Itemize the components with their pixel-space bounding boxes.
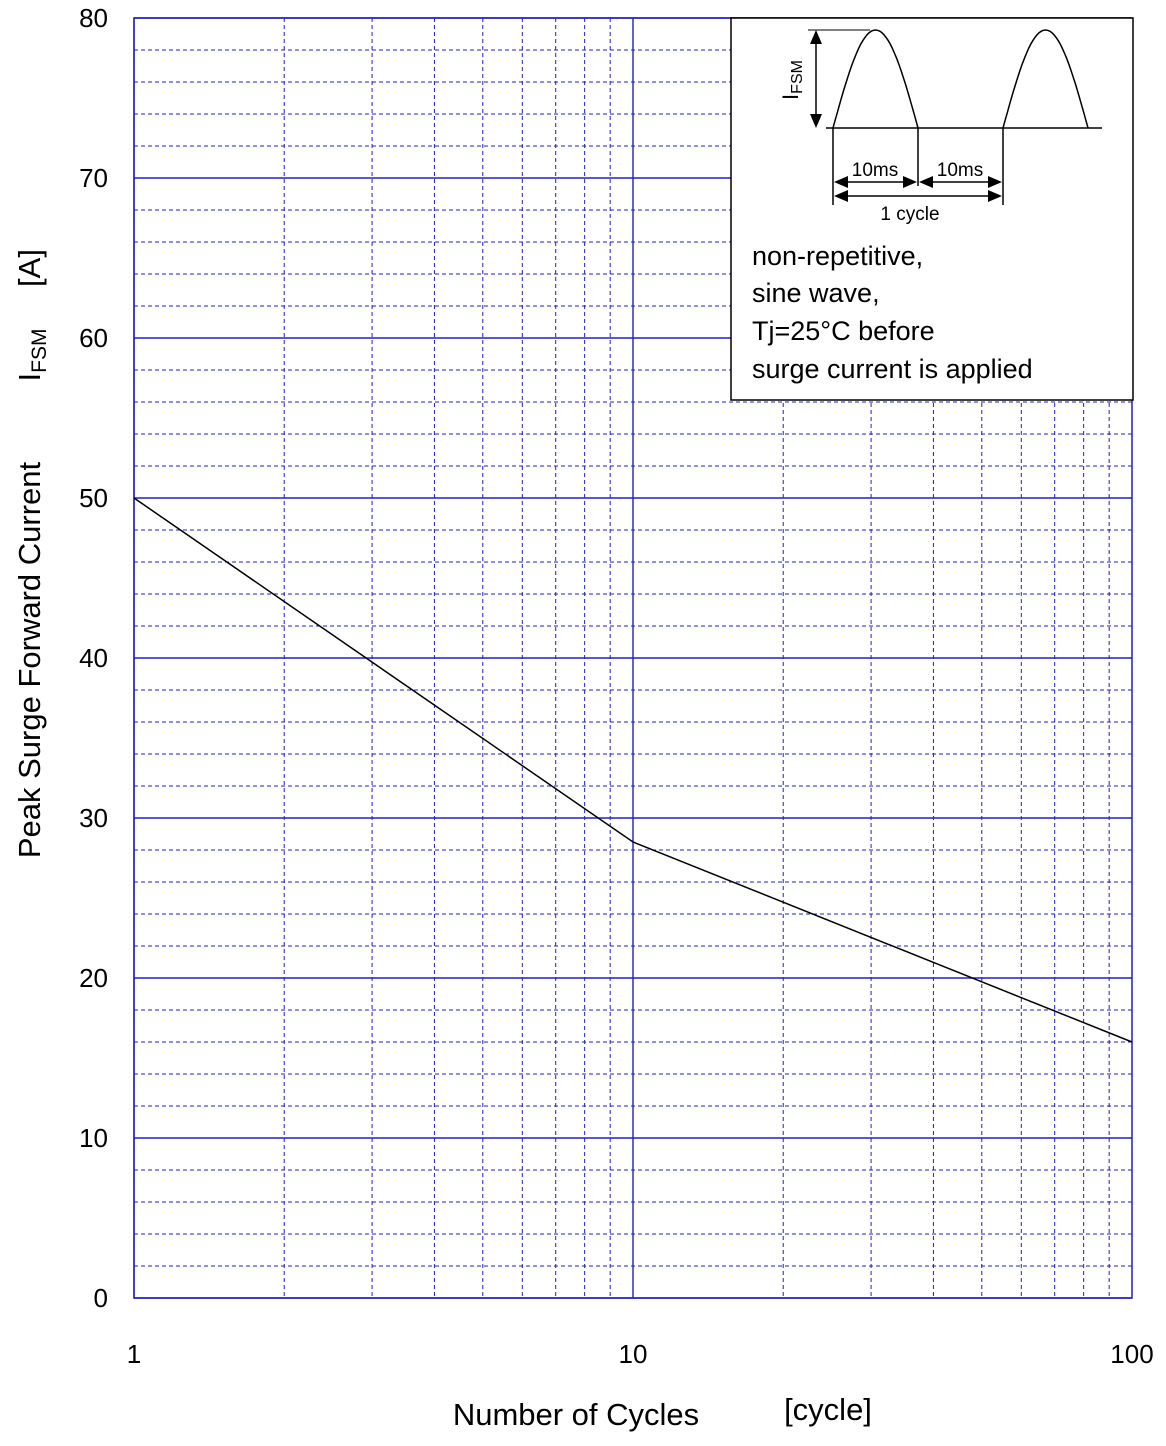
y-axis-title: Peak Surge Forward Current [12,461,47,858]
series-line [133,497,1133,1043]
y-tick-label: 10 [79,1123,108,1153]
series-layer [133,497,1133,1043]
half-period-label-2: 10ms [937,160,983,181]
x-tick-label: 10 [619,1339,648,1369]
half-period-arrow-1-right [903,176,917,188]
plot-frame [133,17,1133,1299]
y-tick-labels: 0 10 20 30 40 50 60 70 80 [79,3,108,1313]
inset-ifsm-label-group: IFSM [778,60,806,100]
inset-ifsm-main: I [778,94,803,100]
y-tick-label: 0 [94,1283,108,1313]
y-axis-symbol-sub: FSM [28,329,51,373]
note-line-2: sine wave, [752,278,880,308]
peak-arrow-head-up [810,30,822,44]
y-tick-label: 70 [79,163,108,193]
x-tick-label: 1 [127,1339,141,1369]
y-axis-symbol: IFSM [12,329,51,382]
x-tick-labels: 1 10 100 [127,1339,1154,1369]
x-tick-label: 100 [1110,1339,1153,1369]
inset-ifsm-label: IFSM [778,60,806,100]
inset-frame [730,17,1134,401]
y-tick-label: 40 [79,643,108,673]
y-tick-label: 50 [79,483,108,513]
note-line-1: non-repetitive, [752,241,923,271]
sine-waveform [832,29,1089,129]
y-axis-title-group: Peak Surge Forward Current [12,461,47,858]
cycle-label: 1 cycle [880,204,939,225]
inset-ifsm-sub: FSM [789,60,806,94]
half-period-label-1: 10ms [852,160,898,181]
half-period-arrow-1-left [834,176,848,188]
half-period-arrow-2-left [919,176,933,188]
cycle-arrow-left [834,190,848,202]
x-axis-unit: [cycle] [784,1392,872,1427]
x-axis-title: Number of Cycles [453,1397,699,1432]
y-tick-label: 80 [79,3,108,33]
cycle-arrow-right [988,190,1002,202]
note-line-3: Tj=25°C before [752,316,935,346]
inset-box: IFSM 10ms 10ms 1 cycle non-repetitive, s… [730,17,1134,401]
y-axis-unit: [A] [12,249,47,287]
note-line-4: surge current is applied [752,354,1033,384]
y-axis-symbol-main: I [12,373,47,382]
peak-arrow-head-down [810,114,822,128]
half-period-arrow-2-right [988,176,1002,188]
y-axis-symbol-group: IFSM [12,329,51,382]
y-tick-label: 60 [79,323,108,353]
y-tick-label: 30 [79,803,108,833]
y-axis-unit-group: [A] [12,249,47,287]
y-tick-label: 20 [79,963,108,993]
